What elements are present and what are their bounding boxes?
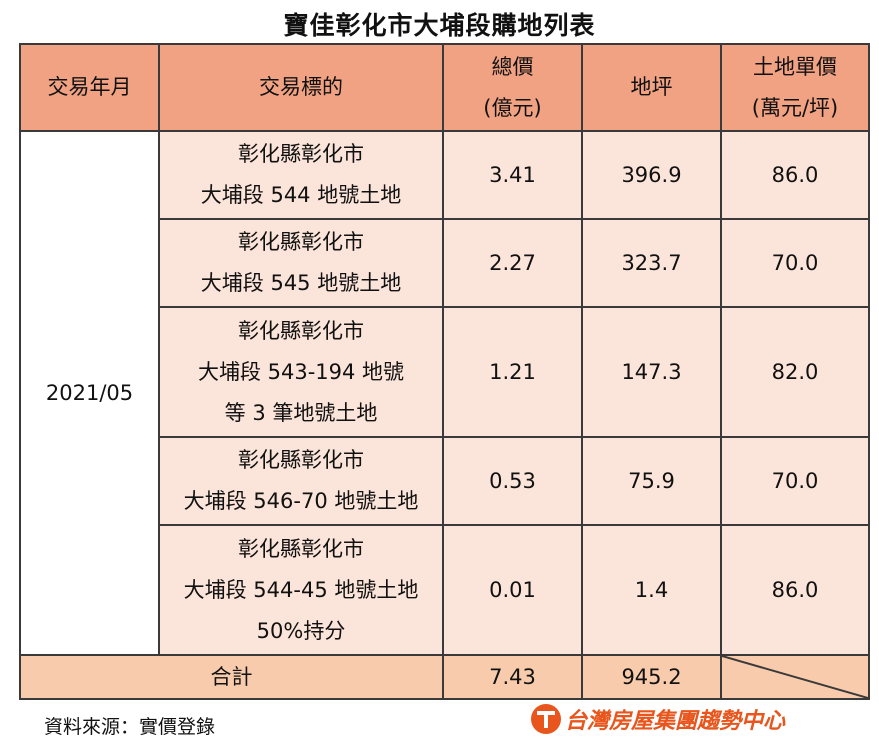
table-row: 彰化縣彰化市 大埔段 546-70 地號土地 0.53 75.9 70.0	[20, 436, 870, 526]
target-line: 大埔段 546-70 地號土地	[183, 489, 419, 513]
price-cell: 1.21	[442, 306, 583, 438]
unit-price-cell: 86.0	[720, 524, 870, 656]
unit-price-cell: 70.0	[720, 218, 870, 308]
area-cell: 396.9	[581, 130, 722, 220]
target-line: 彰化縣彰化市	[238, 448, 364, 472]
area-cell: 75.9	[581, 436, 722, 526]
target-line: 大埔段 544 地號土地	[200, 183, 402, 207]
price-cell: 0.53	[442, 436, 583, 526]
target-cell: 彰化縣彰化市 大埔段 546-70 地號土地	[158, 436, 444, 526]
table-row: 彰化縣彰化市 大埔段 544-45 地號土地 50%持分 0.01 1.4 86…	[20, 524, 870, 656]
table-row: 2021/05 彰化縣彰化市 大埔段 544 地號土地 3.41 396.9 8…	[19, 130, 870, 656]
logo-text: 台灣房屋集團趨勢中心	[565, 709, 786, 734]
header-area: 地坪	[581, 43, 722, 132]
target-line: 大埔段 544-45 地號土地	[183, 577, 419, 602]
target-line: 大埔段 545 地號土地	[200, 271, 402, 295]
total-label: 合計	[19, 654, 444, 700]
target-cell: 彰化縣彰化市 大埔段 545 地號土地	[158, 218, 444, 308]
target-cell: 彰化縣彰化市 大埔段 543-194 地號 等 3 筆地號土地	[158, 306, 444, 438]
target-cell: 彰化縣彰化市 大埔段 544 地號土地	[158, 130, 444, 220]
header-target: 交易標的	[158, 43, 444, 132]
taiwan-realty-logo-icon	[531, 704, 561, 734]
diagonal-line	[722, 656, 868, 698]
price-cell: 0.01	[442, 524, 583, 656]
area-cell: 323.7	[581, 218, 722, 308]
target-line: 彰化縣彰化市	[238, 230, 364, 254]
target-line: 等 3 筆地號土地	[224, 400, 378, 425]
page-title: 寶佳彰化市大埔段購地列表	[283, 11, 596, 40]
unit-price-cell: 86.0	[720, 130, 870, 220]
table-row: 彰化縣彰化市 大埔段 545 地號土地 2.27 323.7 70.0	[20, 218, 870, 308]
target-line: 大埔段 543-194 地號	[197, 359, 405, 384]
unit-price-cell: 70.0	[720, 436, 870, 526]
target-line: 彰化縣彰化市	[238, 318, 364, 343]
unit-price-cell: 82.0	[720, 306, 870, 438]
area-cell: 1.4	[581, 524, 722, 656]
table-header-row: 交易年月 交易標的 總價 (億元) 地坪 土地單價 (萬元/坪)	[19, 43, 870, 132]
header-date: 交易年月	[19, 43, 160, 132]
source-note: 資料來源：實價登錄	[44, 716, 216, 738]
price-cell: 2.27	[442, 218, 583, 308]
header-price: 總價 (億元)	[442, 43, 583, 132]
company-logo: 台灣房屋集團趨勢中心	[531, 704, 785, 734]
table-row: 彰化縣彰化市 大埔段 543-194 地號 等 3 筆地號土地 1.21 147…	[20, 306, 870, 438]
header-unit-price: 土地單價 (萬元/坪)	[720, 43, 870, 132]
area-cell: 147.3	[581, 306, 722, 438]
target-line: 彰化縣彰化市	[238, 536, 364, 561]
price-cell: 3.41	[442, 130, 583, 220]
header-price-line1: 總價	[491, 54, 534, 79]
date-cell: 2021/05	[19, 130, 160, 656]
total-price: 7.43	[442, 654, 583, 700]
total-unit-price-empty	[720, 654, 870, 700]
land-purchase-table: 交易年月 交易標的 總價 (億元) 地坪 土地單價 (萬元/坪) 2021/05…	[19, 43, 870, 700]
target-cell: 彰化縣彰化市 大埔段 544-45 地號土地 50%持分	[158, 524, 444, 656]
target-line: 50%持分	[256, 618, 346, 643]
target-line: 彰化縣彰化市	[238, 142, 364, 166]
header-unit-price-line1: 土地單價	[753, 54, 837, 79]
header-price-line2: (億元)	[483, 95, 542, 120]
total-area: 945.2	[581, 654, 722, 700]
header-unit-price-line2: (萬元/坪)	[751, 95, 839, 120]
total-row: 合計 7.43 945.2	[19, 654, 870, 700]
